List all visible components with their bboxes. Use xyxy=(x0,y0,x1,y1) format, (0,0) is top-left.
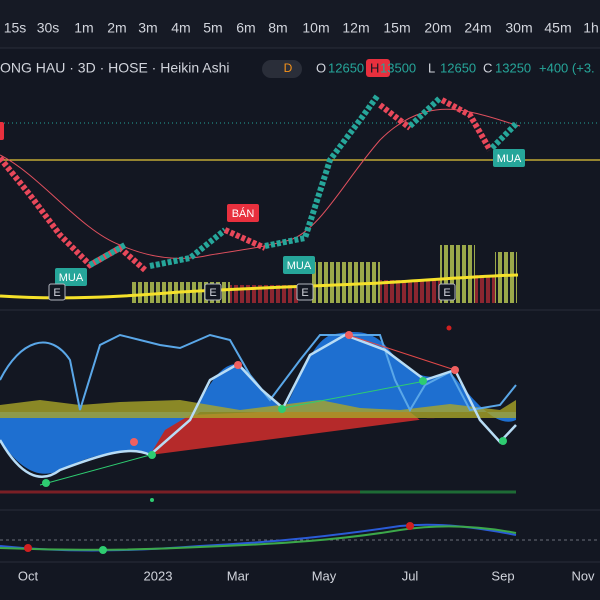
header-value: 12650 xyxy=(440,60,476,75)
dot xyxy=(150,498,154,502)
interval-button[interactable]: 15s xyxy=(4,20,27,36)
interval-button[interactable]: 15m xyxy=(383,20,410,36)
header-value: H xyxy=(370,60,379,75)
x-axis-label: Oct xyxy=(18,568,39,583)
dot xyxy=(148,451,156,459)
dot xyxy=(499,437,507,445)
event-marker: E xyxy=(53,287,60,299)
interval-button[interactable]: 24m xyxy=(464,20,491,36)
symbol-title: ONG HAU · 3D · HOSE · Heikin Ashi xyxy=(0,60,230,76)
oscillator-area xyxy=(150,412,480,455)
dot xyxy=(419,377,427,385)
candles-down xyxy=(440,97,493,152)
interval-button[interactable]: 5m xyxy=(203,20,222,36)
interval-button[interactable]: 10m xyxy=(302,20,329,36)
x-axis-label: Nov xyxy=(571,568,595,583)
interval-button[interactable]: 2m xyxy=(107,20,126,36)
dot xyxy=(99,546,107,554)
volume-bars xyxy=(380,280,440,303)
badge-bg xyxy=(262,60,302,78)
signal-label-bg xyxy=(227,204,259,222)
candles-down xyxy=(223,227,267,251)
signal-label: BÁN xyxy=(232,207,255,220)
event-marker-bg xyxy=(438,283,456,301)
divergence-line xyxy=(39,381,421,486)
x-axis-label: Jul xyxy=(402,568,419,583)
signal-label-bg xyxy=(283,256,315,274)
header-value: +400 (+3. xyxy=(539,60,595,75)
interval-button[interactable]: 8m xyxy=(268,20,287,36)
candles-up xyxy=(88,242,127,268)
dot xyxy=(451,366,459,374)
x-axis-label: Mar xyxy=(227,568,250,583)
oscillator-area xyxy=(0,412,200,474)
interval-button[interactable]: 6m xyxy=(236,20,255,36)
dot xyxy=(446,325,452,331)
signal-label-bg xyxy=(493,149,525,167)
interval-button[interactable]: 3m xyxy=(138,20,157,36)
dot xyxy=(406,522,414,530)
signal-label: MUA xyxy=(497,153,522,165)
header-value: O xyxy=(316,60,326,75)
interval-button[interactable]: 30s xyxy=(37,20,60,36)
oscillator-band xyxy=(0,400,516,418)
header-value: 13250 xyxy=(495,60,531,75)
oscillator-signal xyxy=(0,333,517,478)
header-value: 13500 xyxy=(380,60,416,75)
candles-down xyxy=(0,156,147,273)
candles-up xyxy=(407,95,443,129)
oscillator-area xyxy=(195,332,516,422)
x-axis-label: May xyxy=(312,568,337,583)
volume-bars xyxy=(475,275,495,303)
header-value: C xyxy=(483,60,492,75)
signal-edge xyxy=(0,122,4,140)
event-marker-bg xyxy=(296,283,314,301)
interval-button[interactable]: 1h xyxy=(583,20,599,36)
header-value: L xyxy=(428,60,435,75)
dot xyxy=(345,331,353,339)
interval-button[interactable]: 45m xyxy=(544,20,571,36)
dot xyxy=(42,479,50,487)
candles-down xyxy=(378,102,412,131)
candles-up xyxy=(264,93,381,249)
dot xyxy=(278,405,286,413)
interval-button[interactable]: 20m xyxy=(424,20,451,36)
interval-button[interactable]: 12m xyxy=(342,20,369,36)
divergence-line xyxy=(347,334,456,371)
signal-label-bg xyxy=(55,268,87,286)
toolbar xyxy=(0,0,600,48)
signal-label: MUA xyxy=(59,272,84,284)
interval-button[interactable]: 4m xyxy=(171,20,190,36)
candles-up xyxy=(149,227,227,269)
dot xyxy=(130,438,138,446)
dot xyxy=(24,544,32,552)
x-axis-label: Sep xyxy=(491,568,514,583)
event-marker: E xyxy=(301,287,308,299)
x-axis-label: 2023 xyxy=(144,568,173,583)
interval-button[interactable]: 30m xyxy=(505,20,532,36)
oscillator-line xyxy=(0,333,517,413)
event-marker-bg xyxy=(48,283,66,301)
badge: D xyxy=(284,61,293,75)
dot xyxy=(234,361,242,369)
interval-button[interactable]: 1m xyxy=(74,20,93,36)
high-badge xyxy=(366,59,390,77)
event-marker-bg xyxy=(204,283,222,301)
volume-bars xyxy=(495,252,517,303)
event-marker: E xyxy=(443,287,450,299)
event-marker: E xyxy=(209,287,216,299)
signal-label: MUA xyxy=(287,260,312,272)
signal-line xyxy=(0,525,517,551)
volume-average xyxy=(0,273,519,300)
header-value: 12650 xyxy=(328,60,364,75)
